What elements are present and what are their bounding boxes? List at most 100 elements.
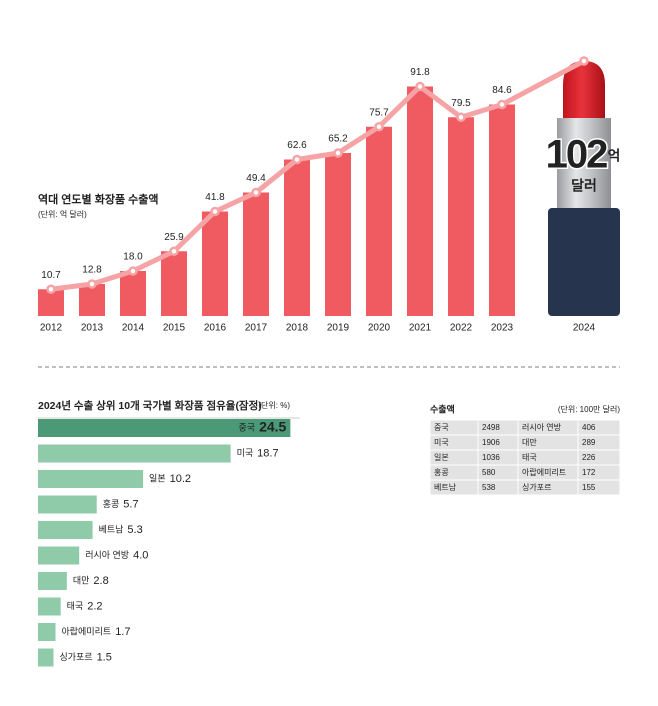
- bar: [489, 104, 515, 316]
- line-point: [87, 279, 97, 289]
- x-tick-label: 2023: [491, 323, 514, 334]
- table-text: 155: [582, 483, 596, 492]
- table-text: 1036: [482, 453, 500, 462]
- bar: [120, 271, 146, 316]
- value-label: 5.7: [123, 498, 138, 510]
- table-text: 일본: [434, 453, 449, 462]
- chart-title: 2024년 수출 상위 10개 국가별 화장품 점유율(잠정): [38, 399, 262, 412]
- value-label: 2.2: [87, 600, 102, 612]
- bar: [38, 597, 61, 616]
- value-label: 12.8: [82, 265, 102, 276]
- x-tick-label: 2022: [450, 323, 473, 334]
- bar: [38, 419, 291, 437]
- category-label: 싱가포르: [59, 652, 92, 662]
- category-label: 러시아 연방: [85, 550, 129, 560]
- table-text: 중국: [434, 423, 449, 432]
- table-text: 1906: [482, 438, 500, 447]
- value-label: 2.8: [93, 575, 108, 587]
- table-text: 홍콩: [434, 467, 449, 477]
- value-label: 24.5: [259, 419, 286, 435]
- table-text: 러시아 연방: [522, 422, 562, 432]
- x-tick-label: 2013: [81, 323, 104, 334]
- line-point: [210, 206, 220, 217]
- value-label: 49.4: [246, 173, 266, 184]
- value-label: 5.3: [127, 524, 142, 536]
- line-point: [415, 81, 425, 92]
- value-label: 91.8: [410, 67, 430, 78]
- category-label: 홍콩: [103, 498, 120, 509]
- table-text: 미국: [434, 438, 449, 447]
- line-point: [46, 284, 56, 294]
- category-label: 대만: [73, 575, 90, 585]
- lipstick-ring: [557, 118, 611, 208]
- line-point: [579, 56, 589, 66]
- table-text: 2498: [482, 423, 500, 432]
- value-label: 62.6: [287, 140, 307, 151]
- x-tick-label: 2012: [40, 323, 63, 334]
- bar: [161, 251, 187, 316]
- category-label: 베트남: [99, 524, 124, 534]
- bar: [407, 86, 433, 316]
- table-text: 289: [582, 438, 596, 447]
- bar: [38, 444, 231, 463]
- line-point: [374, 122, 384, 132]
- table-text: 538: [482, 483, 496, 492]
- bar: [38, 648, 54, 667]
- table-text: 아랍에미리트: [522, 467, 566, 477]
- value-label: 75.7: [369, 107, 389, 118]
- bar: [38, 572, 67, 590]
- unit-label: (단위: 억 달러): [38, 209, 87, 219]
- x-tick-label: 2024: [573, 323, 596, 334]
- value-label: 18.0: [123, 252, 143, 263]
- bar: [38, 521, 93, 539]
- value-label: 41.8: [205, 192, 225, 203]
- bar: [366, 126, 392, 316]
- value-unit: 억: [608, 148, 621, 164]
- bar: [38, 546, 80, 565]
- bar: [38, 470, 144, 488]
- unit-label: (단위: %): [258, 400, 290, 410]
- value-label: 10.2: [170, 473, 191, 485]
- value-label: 65.2: [328, 134, 348, 145]
- value-currency: 달러: [571, 178, 597, 194]
- table-text: 베트남: [434, 483, 457, 492]
- line-point: [292, 154, 302, 165]
- line-point: [456, 112, 466, 122]
- table-text: 태국: [522, 453, 537, 462]
- category-label: 일본: [149, 473, 166, 483]
- table-text: 580: [482, 468, 496, 477]
- table-text: 406: [582, 423, 596, 432]
- category-label: 중국: [239, 422, 256, 432]
- value-label: 18.7: [257, 447, 278, 459]
- value-label: 1.5: [97, 651, 112, 663]
- x-tick-label: 2014: [122, 323, 145, 334]
- x-tick-label: 2015: [163, 323, 186, 334]
- line-point: [251, 187, 261, 198]
- table-title: 수출액: [430, 403, 455, 414]
- table-text: 172: [582, 468, 596, 477]
- table-text: 대만: [522, 438, 537, 447]
- x-tick-label: 2020: [368, 323, 391, 334]
- chart-title: 역대 연도별 화장품 수출액: [38, 192, 159, 206]
- bar: [325, 153, 351, 316]
- x-tick-label: 2021: [409, 323, 432, 334]
- line-point: [128, 266, 138, 276]
- line-point: [333, 148, 343, 158]
- bar: [79, 284, 105, 316]
- x-tick-label: 2016: [204, 323, 227, 334]
- category-label: 태국: [67, 601, 84, 611]
- table-unit: (단위: 100만 달러): [558, 404, 620, 414]
- x-tick-label: 2017: [245, 323, 268, 334]
- bar: [448, 117, 474, 316]
- x-tick-label: 2019: [327, 323, 350, 334]
- category-label: 미국: [237, 448, 254, 458]
- value-label: 79.5: [451, 98, 471, 109]
- x-tick-label: 2018: [286, 323, 309, 334]
- table-text: 싱가포르: [522, 482, 551, 492]
- line-point: [169, 246, 179, 256]
- bar: [284, 159, 310, 316]
- category-label: 아랍에미리트: [62, 626, 112, 636]
- bar: [243, 192, 269, 316]
- bar: [38, 495, 97, 514]
